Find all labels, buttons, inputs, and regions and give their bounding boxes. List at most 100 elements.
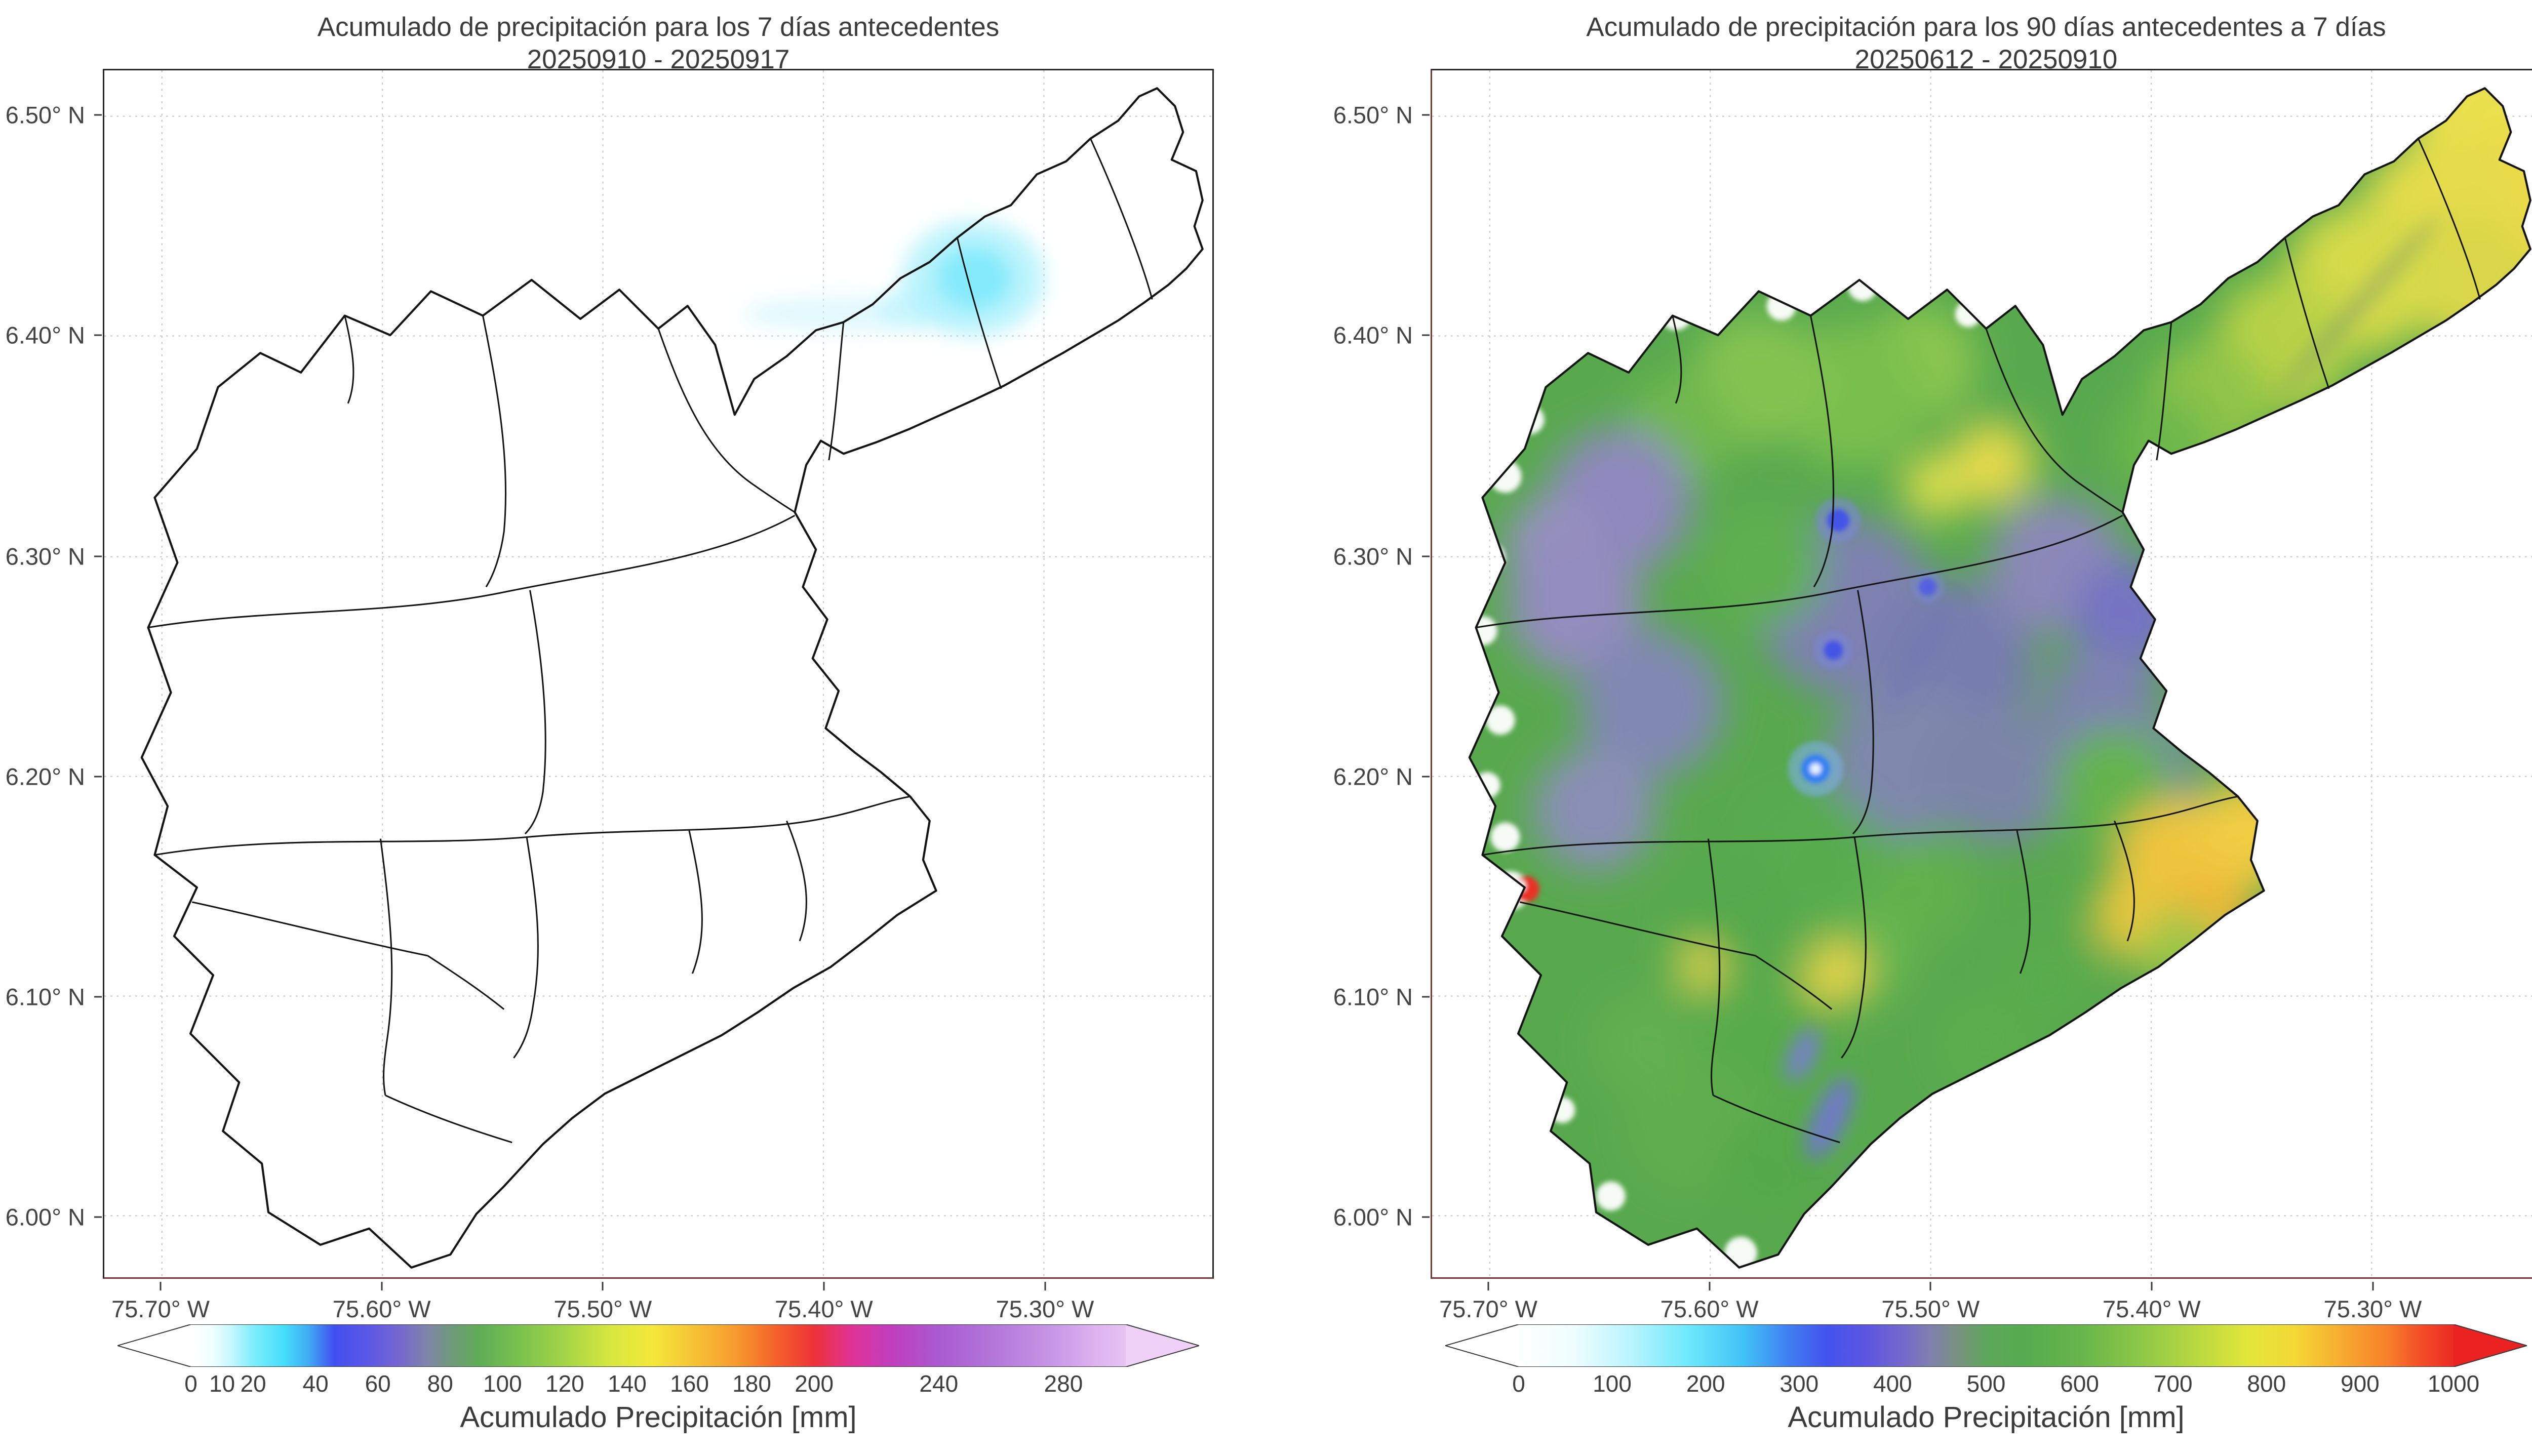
y-axis-tick-labels: 6.50° N 6.40° N 6.30° N 6.20° N 6.10° N 6.00°… [0,69,93,1279]
colorbar-gradient-bar [1519,1324,2454,1367]
y-tick-label: 6.50° N [1333,101,1413,129]
x-tick-mark [2151,1282,2153,1290]
colorbar-tick-label: 20 [240,1370,266,1397]
x-tick-mark [381,1282,383,1290]
x-tick-mark [602,1282,604,1290]
y-tick-label: 6.40° N [5,321,85,349]
colorbar-tick-label: 0 [1512,1370,1525,1397]
x-axis-tick-marks [1431,1282,2532,1290]
gridlines [104,70,1212,1277]
colorbar-label: Acumulado Precipitación [mm] [460,1401,857,1434]
colorbar-tick-label: 80 [427,1370,453,1397]
y-tick-mark [1422,996,1430,998]
y-tick-mark [1422,555,1430,557]
panel-title: Acumulado de precipitación para los 90 d… [1431,11,2532,76]
colorbar-tick-label: 200 [1686,1370,1725,1397]
panel-7day: Acumulado de precipitación para los 7 dí… [0,0,1227,1456]
x-tick-mark [1929,1282,1931,1290]
precip-field-90day [1469,88,2530,1268]
colorbar-over-arrow [1126,1324,1199,1367]
x-tick-label: 75.70° W [111,1296,210,1322]
x-tick-mark [2372,1282,2373,1290]
x-tick-label: 75.40° W [2102,1296,2201,1322]
panel-90day: Acumulado de precipitación para los 90 d… [1328,0,2532,1456]
colorbar-tick-label: 180 [732,1370,771,1397]
colorbar-ticks: 0 100 200 300 400 500 600 700 800 900 1000 [1512,1370,2479,1397]
y-tick-mark [94,1216,102,1218]
y-tick-mark [1422,776,1430,778]
colorbar-tick-label: 800 [2247,1370,2286,1397]
colorbar-tick-label: 120 [545,1370,584,1397]
colorbar-tick-label: 400 [1873,1370,1912,1397]
colorbar-tick-label: 140 [608,1370,647,1397]
y-tick-label: 6.10° N [1333,983,1413,1010]
x-tick-label: 75.30° W [996,1296,1094,1322]
colorbar-tick-label: 500 [1966,1370,2006,1397]
y-tick-label: 6.20° N [5,763,85,790]
y-tick-label: 6.30° N [5,543,85,570]
y-tick-label: 6.00° N [1333,1203,1413,1231]
colorbar-under-arrow [1445,1324,1519,1367]
y-axis-tick-marks [1422,69,1430,1279]
colorbar-tick-label: 100 [1593,1370,1632,1397]
colorbar-tick-label: 300 [1779,1370,1819,1397]
x-tick-label: 75.50° W [1881,1296,1980,1322]
colorbar-tick-label: 100 [483,1370,522,1397]
colorbar-tick-label: 900 [2341,1370,2380,1397]
map-plot-90day [1431,69,2532,1279]
y-tick-mark [94,776,102,778]
x-tick-mark [1044,1282,1046,1290]
x-tick-mark [1709,1282,1711,1290]
precip-blobs-7day [742,220,1045,337]
y-tick-label: 6.30° N [1333,543,1413,570]
y-tick-mark [1422,334,1430,336]
y-tick-mark [1422,1216,1430,1218]
x-axis-tick-marks [103,1282,1214,1290]
map-canvas-90day [1432,70,2532,1277]
colorbar-over-arrow [2454,1324,2527,1367]
colorbar-tick-label: 0 [184,1370,197,1397]
x-tick-mark [160,1282,162,1290]
colorbar-tick-label: 60 [365,1370,391,1397]
y-tick-label: 6.40° N [1333,321,1413,349]
y-tick-mark [94,996,102,998]
panel-title-line1: Acumulado de precipitación para los 7 dí… [317,12,1000,42]
x-tick-label: 75.40° W [774,1296,873,1322]
map-plot-7day [103,69,1214,1279]
x-tick-mark [1487,1282,1489,1290]
y-axis-tick-marks [94,69,102,1279]
colorbar-tick-label: 10 [209,1370,235,1397]
x-axis-tick-labels: 75.70° W 75.60° W 75.50° W 75.40° W 75.30° W [103,1295,1214,1323]
colorbar-90day [1445,1324,2527,1367]
colorbar-tick-label: 240 [919,1370,959,1397]
colorbar-tick-label: 700 [2153,1370,2193,1397]
x-tick-label: 75.60° W [1660,1296,1759,1322]
colorbar-tick-label: 160 [670,1370,709,1397]
colorbar-7day [117,1324,1199,1367]
x-tick-label: 75.50° W [553,1296,652,1322]
colorbar-gradient-bar [191,1324,1126,1367]
y-tick-label: 6.10° N [5,983,85,1010]
x-tick-label: 75.30° W [2323,1296,2422,1322]
y-tick-label: 6.20° N [1333,763,1413,790]
x-tick-label: 75.60° W [332,1296,431,1322]
y-axis-tick-labels: 6.50° N 6.40° N 6.30° N 6.20° N 6.10° N 6.00°… [1328,69,1421,1279]
y-tick-mark [1422,114,1430,116]
colorbar-tick-label: 1000 [2427,1370,2480,1397]
y-tick-mark [94,114,102,116]
colorbar-tick-label: 200 [795,1370,834,1397]
colorbar-ticks: 0 10 20 40 60 80 100 120 140 160 180 200 240 280 [184,1370,1126,1397]
x-tick-mark [823,1282,825,1290]
y-tick-mark [94,555,102,557]
y-tick-label: 6.00° N [5,1203,85,1231]
y-tick-mark [94,334,102,336]
y-tick-label: 6.50° N [5,101,85,129]
x-axis-tick-labels: 75.70° W 75.60° W 75.50° W 75.40° W 75.30° W [1431,1295,2532,1323]
colorbar-label: Acumulado Precipitación [mm] [1788,1401,2185,1434]
colorbar-tick-label: 280 [1044,1370,1083,1397]
panel-title-line1: Acumulado de precipitación para los 90 d… [1586,12,2386,42]
colorbar-under-arrow [117,1324,191,1367]
panel-title: Acumulado de precipitación para los 7 dí… [103,11,1214,76]
colorbar-tick-label: 40 [302,1370,329,1397]
